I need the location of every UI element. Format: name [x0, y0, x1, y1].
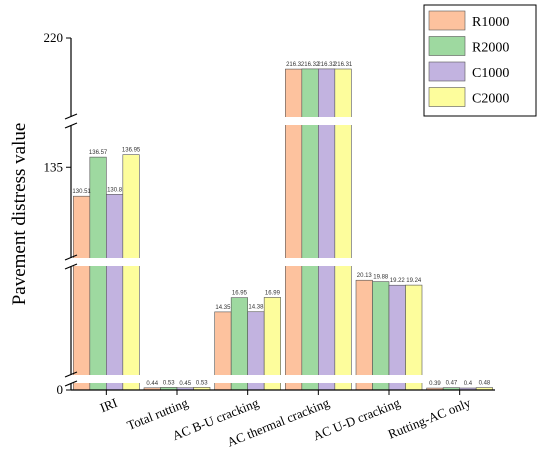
legend-label-c1000: C1000 [472, 66, 509, 81]
axis-break-gap-0 [58, 375, 497, 383]
legend-swatch-c2000 [428, 87, 466, 107]
data-label-r1000-1: 0.44 [146, 381, 158, 387]
y-axis-title: Pavement distress value [9, 123, 30, 306]
bar-c2000-4 [405, 284, 423, 391]
data-label-r2000-1: 0.53 [163, 380, 175, 386]
y-axis-break-1 [65, 258, 77, 266]
data-label-c2000-3: 216.31 [334, 62, 353, 68]
legend-swatch-r2000 [428, 36, 466, 56]
data-label-c1000-0: 130.8 [107, 187, 123, 193]
category-label-0: IRI [98, 395, 120, 415]
data-label-r1000-4: 20.13 [357, 273, 373, 279]
axis-break-gap-2 [58, 117, 497, 125]
bars-layer [73, 68, 493, 391]
legend-label-r2000: R2000 [472, 41, 509, 56]
break-mark-bottom-0 [64, 380, 78, 387]
data-label-r1000-2: 14.35 [215, 305, 231, 311]
data-label-c2000-2: 16.99 [265, 290, 281, 296]
data-labels: 130.51 136.57 130.8 136.95 0.44 0.53 0.45 0.53 1… [72, 62, 491, 387]
bar-c2000-0 [122, 154, 140, 391]
data-label-r1000-0: 130.51 [72, 189, 91, 195]
data-label-c1000-3: 216.32 [317, 62, 336, 68]
data-label-c2000-1: 0.53 [196, 380, 208, 386]
legend-label-r1000: R1000 [472, 15, 509, 30]
y-tick-label-2: 220 [44, 30, 64, 45]
legend-label-c2000: C2000 [472, 92, 509, 107]
y-axis-break-2 [65, 117, 77, 125]
data-label-c1000-2: 14.38 [248, 305, 264, 311]
data-label-c2000-0: 136.95 [122, 148, 141, 154]
bar-r2000-4 [372, 281, 390, 391]
break-mark-top-0 [64, 371, 78, 378]
bar-r1000-0 [73, 195, 91, 391]
bar-r2000-0 [89, 156, 107, 391]
bar-c1000-4 [388, 284, 406, 391]
data-label-c2000-5: 0.48 [479, 381, 491, 387]
data-label-c2000-4: 19.24 [406, 278, 422, 284]
break-mark-top-1 [64, 254, 78, 261]
bar-r1000-4 [355, 279, 373, 391]
legend-swatch-r1000 [428, 10, 466, 31]
y-tick-label-0: 0 [57, 382, 64, 397]
axis-breaks [58, 117, 497, 383]
bar-c1000-0 [106, 194, 124, 391]
y-axis-break-0 [65, 375, 77, 383]
break-mark-bottom-2 [64, 122, 78, 129]
data-label-r2000-5: 0.47 [446, 381, 458, 387]
y-tick-label-1: 135 [44, 159, 64, 174]
legend-swatch-c1000 [428, 61, 466, 82]
data-label-r2000-0: 136.57 [89, 150, 108, 156]
data-label-c1000-5: 0.4 [464, 381, 473, 387]
axis-break-gap-1 [58, 258, 497, 266]
break-mark-top-2 [64, 113, 78, 120]
data-label-r2000-4: 19.88 [373, 275, 389, 281]
data-label-r1000-5: 0.39 [429, 381, 441, 387]
data-label-c1000-4: 19.22 [390, 278, 406, 284]
data-label-r2000-3: 216.32 [301, 62, 320, 68]
break-mark-bottom-1 [64, 263, 78, 270]
legend: R1000 R2000 C1000 C2000 [423, 4, 537, 117]
data-label-c1000-1: 0.45 [179, 381, 191, 387]
data-label-r2000-2: 16.95 [232, 291, 248, 297]
data-label-r1000-3: 216.3 [286, 62, 302, 68]
